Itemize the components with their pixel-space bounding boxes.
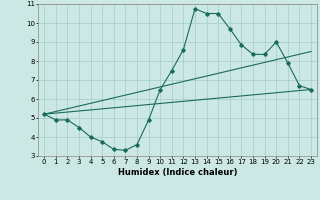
X-axis label: Humidex (Indice chaleur): Humidex (Indice chaleur) [118, 168, 237, 177]
